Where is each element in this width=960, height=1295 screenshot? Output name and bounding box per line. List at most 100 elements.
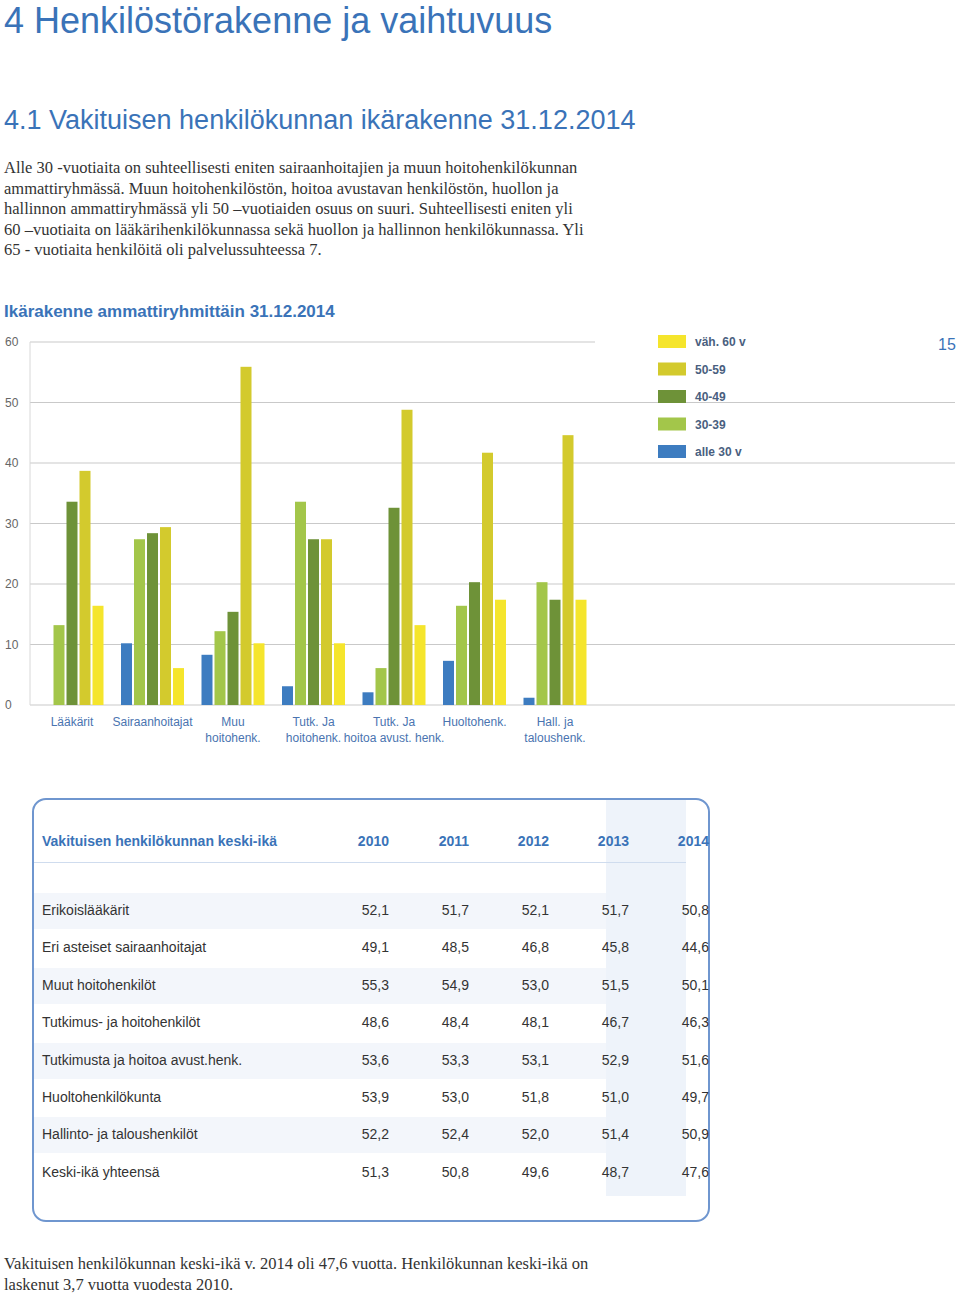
column-header: Vakituisen henkilökunnan keski-ikä	[42, 833, 277, 849]
table-cell: 51,7	[414, 902, 469, 918]
label-line: Huoltohenk.	[442, 715, 506, 729]
x-tick-label: Lääkärit	[51, 715, 94, 729]
bar	[282, 686, 293, 705]
bar	[147, 533, 158, 705]
intro-line: 60 –vuotiaita on lääkärihenkilökunnassa …	[4, 220, 584, 240]
bar	[334, 643, 345, 705]
intro-line: ammattiryhmässä. Muun hoitohenkilöstön, …	[4, 179, 559, 199]
legend-swatch	[658, 363, 686, 376]
legend-swatch	[658, 445, 686, 458]
header-rule	[34, 862, 686, 863]
table-cell: 51,3	[334, 1164, 389, 1180]
legend-label: 40-49	[695, 390, 726, 404]
table-cell: 53,0	[414, 1089, 469, 1105]
y-tick-label: 60	[5, 335, 19, 349]
table-cell: 52,1	[334, 902, 389, 918]
bar	[376, 668, 387, 705]
footer-line: Vakituisen henkilökunnan keski-ikä v. 20…	[4, 1254, 588, 1274]
table-cell: 51,7	[574, 902, 629, 918]
table-cell: 54,9	[414, 977, 469, 993]
legend-label: 50-59	[695, 363, 726, 377]
bar	[321, 539, 332, 705]
table-cell: 50,9	[654, 1126, 709, 1142]
legend-swatch	[658, 418, 686, 431]
table-cell: 48,5	[414, 939, 469, 955]
table-cell: 50,1	[654, 977, 709, 993]
table-cell: Eri asteiset sairaanhoitajat	[42, 939, 206, 955]
legend-swatch	[658, 390, 686, 403]
bar	[456, 606, 467, 705]
table-cell: 53,0	[494, 977, 549, 993]
chart-title: Ikärakenne ammattiryhmittäin 31.12.2014	[4, 302, 335, 322]
bar	[67, 502, 78, 705]
table-cell: 52,4	[414, 1126, 469, 1142]
table-cell: 49,6	[494, 1164, 549, 1180]
intro-line: hallinnon ammattiryhmässä yli 50 –vuotia…	[4, 199, 573, 219]
column-header: 2012	[494, 833, 549, 849]
table-cell: 48,6	[334, 1014, 389, 1030]
x-tick-label: Tutk. Jahoitohenk.	[286, 715, 341, 745]
bar	[389, 508, 400, 705]
table-cell: 49,7	[654, 1089, 709, 1105]
table-cell: 48,4	[414, 1014, 469, 1030]
table-cell: 51,6	[654, 1052, 709, 1068]
table-cell: 47,6	[654, 1164, 709, 1180]
bar	[550, 600, 561, 705]
bar	[402, 410, 413, 705]
bar	[202, 655, 213, 705]
table-cell: 53,6	[334, 1052, 389, 1068]
bar	[215, 631, 226, 705]
table-cell: 51,4	[574, 1126, 629, 1142]
bar	[363, 692, 374, 705]
column-header: 2014	[654, 833, 709, 849]
bar	[443, 661, 454, 705]
x-tick-label: Hall. jataloushenk.	[524, 715, 585, 745]
bar	[173, 668, 184, 705]
table-cell: 52,2	[334, 1126, 389, 1142]
table-cell: 46,3	[654, 1014, 709, 1030]
bars	[54, 367, 587, 705]
table-cell: 51,8	[494, 1089, 549, 1105]
table-cell: Keski-ikä yhteensä	[42, 1164, 160, 1180]
table-cell: 52,0	[494, 1126, 549, 1142]
x-tick-label: Huoltohenk.	[442, 715, 506, 729]
y-tick-label: 30	[5, 517, 19, 531]
grid-line	[30, 402, 955, 403]
bar	[41, 705, 52, 706]
bar	[54, 625, 65, 705]
y-tick-label: 50	[5, 396, 19, 410]
bar	[563, 435, 574, 705]
table-cell: 48,1	[494, 1014, 549, 1030]
table-cell: Hallinto- ja taloushenkilöt	[42, 1126, 198, 1142]
bar	[308, 539, 319, 705]
table-cell: 50,8	[414, 1164, 469, 1180]
table-cell: 46,7	[574, 1014, 629, 1030]
y-tick-label: 10	[5, 638, 19, 652]
table-cell: Erikoislääkärit	[42, 902, 129, 918]
legend-label: 30-39	[695, 418, 726, 432]
table-cell: 52,9	[574, 1052, 629, 1068]
table-cell: Muut hoitohenkilöt	[42, 977, 156, 993]
table-cell: 52,1	[494, 902, 549, 918]
label-line: hoitohenk.	[205, 731, 260, 745]
y-axis-line	[30, 342, 31, 705]
table-cell: Tutkimus- ja hoitohenkilöt	[42, 1014, 200, 1030]
table-cell: 45,8	[574, 939, 629, 955]
x-tick-label: Sairaanhoitajat	[112, 715, 193, 729]
legend-swatch	[658, 335, 686, 348]
table-cell: 50,8	[654, 902, 709, 918]
table-cell: 55,3	[334, 977, 389, 993]
label-line: taloushenk.	[524, 731, 585, 745]
bar	[80, 471, 91, 705]
chart: 0102030405060LääkäritSairaanhoitajatMuuh…	[0, 330, 960, 760]
grid-line	[30, 342, 595, 343]
table-cell: 53,9	[334, 1089, 389, 1105]
label-line: Lääkärit	[51, 715, 94, 729]
bar	[524, 698, 535, 705]
bar	[241, 367, 252, 705]
label-line: hoitoa avust. henk.	[344, 731, 445, 745]
legend-label: alle 30 v	[695, 445, 742, 459]
label-line: Muu	[221, 715, 244, 729]
column-header: 2010	[334, 833, 389, 849]
chapter-title: 4 Henkilöstörakenne ja vaihtuvuus	[4, 0, 552, 42]
